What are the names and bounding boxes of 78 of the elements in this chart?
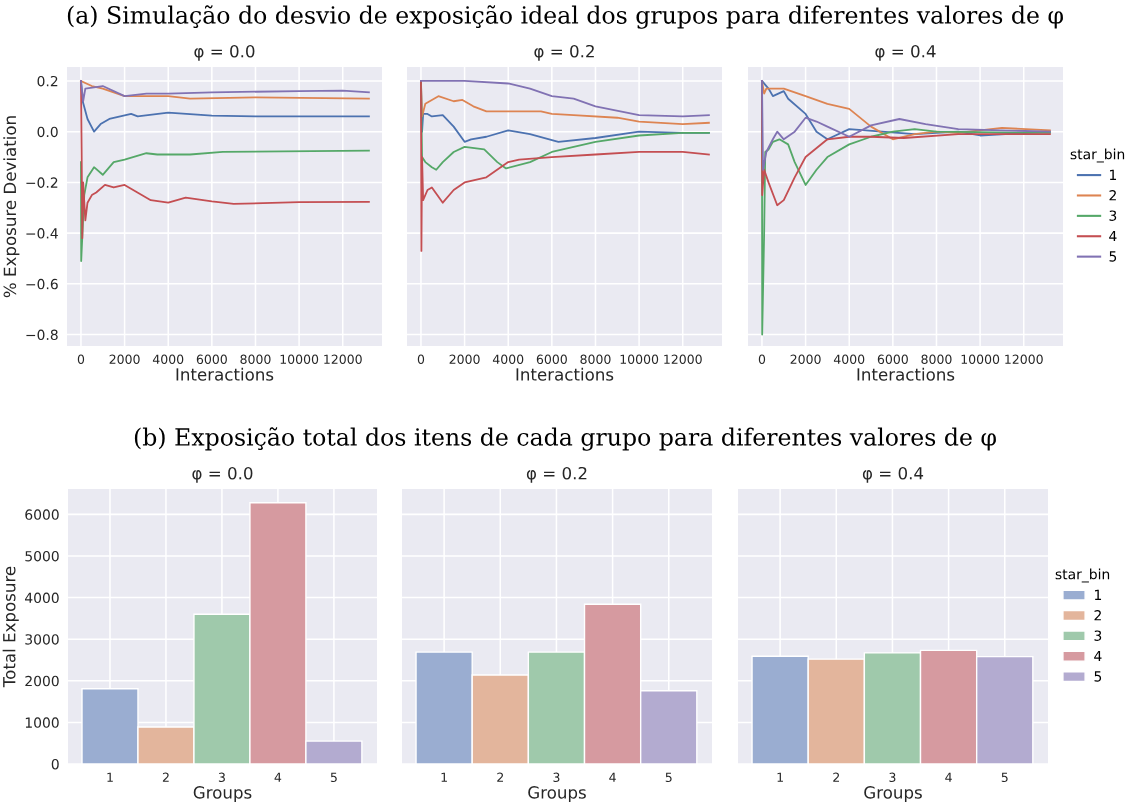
text: (b) Exposição total dos itens de cada grupo para diferentes valores de φ: [134, 427, 996, 451]
y-tick-label: −0.6: [26, 278, 58, 290]
x-tick-label: 4000: [152, 354, 184, 365]
x-tick-label: 3: [218, 772, 225, 783]
y-tick-label: 4000: [25, 592, 59, 604]
chart-title: φ = 0.2: [534, 44, 594, 61]
x-tick-label: 5: [1001, 772, 1008, 783]
x-tick-label: 0: [758, 354, 766, 365]
x-axis-title: Interactions: [516, 367, 614, 381]
y-tick-label: 6000: [25, 509, 59, 520]
y-tick-label: −0.2: [26, 177, 58, 188]
x-tick-label: 4000: [492, 354, 524, 365]
x-tick-label: 6000: [536, 354, 567, 365]
legend-label: 3: [1094, 630, 1102, 641]
x-tick-label: 0: [417, 354, 425, 365]
y-tick-label: −0.8: [26, 329, 58, 341]
x-axis-title: Interactions: [176, 367, 274, 381]
x-axis-title: Groups: [528, 786, 586, 802]
x-tick-label: 4000: [833, 354, 865, 365]
x-axis-title: Groups: [193, 786, 252, 802]
legend-label: 5: [1109, 251, 1117, 262]
x-tick-label: 1: [107, 772, 113, 782]
legend-label: 1: [1109, 169, 1117, 180]
chart-title: φ = 0.2: [526, 466, 587, 483]
x-tick-label: 8000: [580, 354, 611, 365]
y-tick-label: −0.4: [26, 228, 58, 239]
x-tick-label: 5: [330, 772, 337, 783]
legend-label: 5: [1094, 671, 1102, 682]
legend-label: 2: [1109, 190, 1116, 201]
y-tick-label: 3000: [25, 634, 59, 645]
x-tick-label: 5: [665, 772, 672, 783]
y-tick-label: 5000: [25, 550, 59, 562]
x-tick-label: 10000: [280, 354, 319, 365]
y-tick-label: 0.0: [37, 126, 58, 138]
text: (a) Simulação do desvio de exposição ideal dos grupos para diferentes valores de φ: [67, 5, 1063, 29]
legend-title: star_bin: [1055, 568, 1110, 583]
x-tick-label: 6000: [196, 354, 227, 365]
legend-label: 4: [1094, 650, 1102, 662]
legend-label: 4: [1109, 230, 1117, 242]
x-tick-label: 2000: [109, 354, 140, 365]
y-axis-title: % Exposure Deviation: [3, 116, 20, 298]
y-axis-title: Total Exposure: [2, 566, 19, 688]
chart-title: φ = 0.4: [875, 44, 936, 61]
x-tick-label: 1: [441, 772, 447, 782]
x-tick-label: 2000: [790, 354, 821, 365]
x-tick-label: 3: [553, 772, 560, 783]
chart-title: φ = 0.0: [194, 44, 255, 61]
x-tick-label: 8000: [921, 354, 952, 365]
x-tick-label: 2: [162, 772, 169, 782]
legend-label: 2: [1094, 610, 1101, 621]
line-series: [80, 149, 370, 262]
legend-title: star_bin: [1070, 148, 1125, 163]
x-axis-title: Interactions: [857, 367, 955, 381]
x-tick-label: 2: [497, 772, 503, 782]
x-tick-label: 12000: [664, 354, 702, 365]
y-tick-label: 0.2: [37, 75, 58, 87]
x-tick-label: 6000: [877, 354, 908, 365]
y-tick-label: 1000: [25, 717, 59, 728]
x-tick-label: 8000: [240, 354, 271, 365]
x-tick-label: 3: [889, 772, 896, 783]
y-tick-label: 2000: [25, 675, 59, 687]
legend-label: 1: [1094, 589, 1102, 600]
x-tick-label: 12000: [324, 354, 362, 365]
x-tick-label: 0: [77, 354, 85, 365]
legend-label: 3: [1109, 210, 1117, 221]
x-tick-label: 4: [945, 772, 952, 782]
chart-title: φ = 0.0: [192, 466, 253, 483]
x-tick-label: 10000: [620, 354, 659, 365]
y-tick-label: 0: [51, 758, 59, 770]
x-axis-title: Groups: [864, 786, 922, 802]
x-tick-label: 4: [274, 772, 282, 782]
x-tick-label: 4: [609, 772, 616, 782]
chart-title: φ = 0.4: [862, 466, 924, 483]
x-tick-label: 1: [777, 772, 783, 782]
x-tick-label: 12000: [1005, 354, 1043, 365]
x-tick-label: 10000: [961, 354, 1000, 365]
x-tick-label: 2: [833, 772, 839, 782]
x-tick-label: 2000: [449, 354, 480, 365]
